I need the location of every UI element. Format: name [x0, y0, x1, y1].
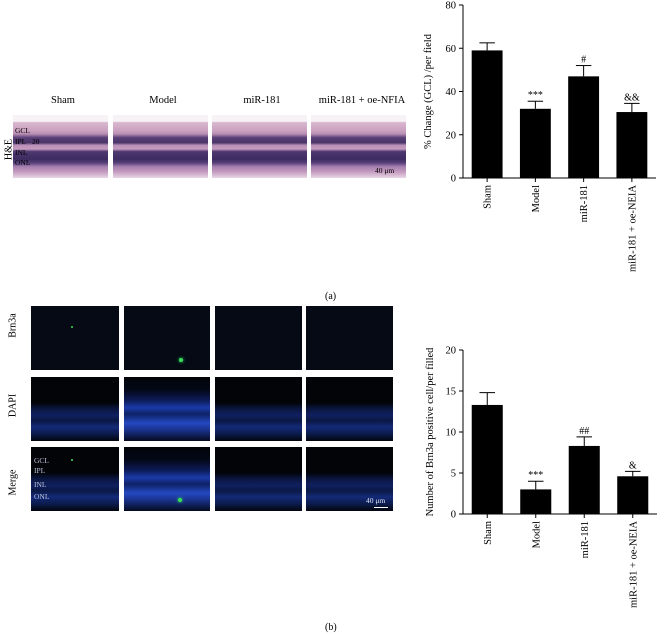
he-image-mir181 — [212, 115, 307, 178]
dapi-image-model — [124, 377, 210, 441]
y-tick-label: 5 — [451, 469, 456, 480]
scale-bar — [374, 507, 388, 508]
bar — [617, 476, 649, 514]
x-tick-label: miR-181 — [579, 185, 590, 222]
bar — [519, 108, 551, 178]
brn3a-image-mir181 — [215, 306, 302, 370]
x-tick-label: miR-181 — [580, 521, 591, 558]
merge-scale-label: 40 μm — [366, 496, 386, 505]
significance-label: && — [624, 92, 640, 103]
bar — [471, 404, 503, 514]
he-layer-ipl: IPL — [15, 137, 27, 146]
y-tick-label: 60 — [446, 44, 457, 55]
merge-image-mir181-oe-nfia — [306, 447, 393, 511]
column-label-mir181: miR-181 — [243, 95, 281, 106]
x-tick-label: Model — [531, 185, 542, 212]
merge-image-mir181 — [215, 447, 302, 511]
he-scale-label: 40 μm — [375, 166, 395, 175]
merge-layer-gcl: GCL — [34, 456, 49, 465]
gfp-spot — [71, 459, 73, 461]
x-tick-label: Model — [531, 521, 542, 548]
he-layer-inl: INL — [15, 148, 28, 157]
dapi-image-sham — [31, 377, 119, 441]
gfp-spot — [71, 326, 73, 328]
chart-b: 0 5 10 15 20 Sham *** Model ## miR-181 & miR-181 + … — [425, 346, 657, 608]
y-tick-label: 40 — [446, 87, 457, 98]
x-tick-label: Sham — [483, 521, 494, 545]
gfp-spot — [178, 498, 182, 502]
row-label-brn3a: Brn3a — [7, 313, 19, 338]
dapi-image-mir181 — [215, 377, 302, 441]
y-axis-label: Number of Brn3a positive cell/per filled — [425, 347, 436, 517]
dapi-image-mir181-oe-nfia — [306, 377, 393, 441]
he-layer-extra: 20 — [32, 137, 40, 146]
merge-image-sham — [31, 447, 119, 511]
significance-label: ## — [579, 426, 589, 437]
y-axis-label: % Change (GCL) /per field — [423, 33, 434, 149]
gfp-spot — [179, 358, 183, 362]
brn3a-image-model — [124, 306, 210, 370]
panel-a-tag: (a) — [325, 291, 337, 302]
merge-layer-onl: ONL — [34, 492, 50, 501]
bar — [568, 445, 600, 514]
x-tick-label: miR-181 + oe-NEIA — [628, 521, 639, 608]
bar — [520, 489, 552, 514]
he-layer-gcl: GCL — [15, 126, 30, 135]
bar — [616, 112, 648, 178]
y-tick-label: 10 — [446, 428, 457, 439]
y-tick-label: 0 — [451, 510, 456, 521]
significance-label: # — [581, 55, 586, 66]
merge-layer-ipl: IPL — [34, 466, 46, 475]
he-image-model — [113, 115, 208, 178]
y-tick-label: 80 — [446, 1, 457, 12]
column-label-model: Model — [149, 95, 177, 106]
column-label-mir181-oe-nfia: miR-181 + oe-NFIA — [318, 95, 406, 106]
x-tick-label: miR-181 + oe-NEIA — [627, 185, 638, 272]
significance-label: *** — [528, 470, 543, 481]
he-image-sham — [13, 115, 108, 178]
he-layer-onl: ONL — [15, 158, 31, 167]
row-label-dapi: DAPI — [7, 393, 19, 418]
significance-label: & — [629, 460, 637, 471]
brn3a-image-sham — [31, 306, 119, 370]
row-label-merge: Merge — [7, 469, 19, 496]
column-label-sham: Sham — [51, 95, 75, 106]
brn3a-image-mir181-oe-nfia — [306, 306, 393, 370]
panel-b-tag: (b) — [325, 622, 337, 633]
merge-image-model — [124, 447, 210, 511]
merge-layer-inl: INL — [34, 480, 47, 489]
y-tick-label: 20 — [446, 346, 457, 357]
y-tick-label: 20 — [446, 130, 457, 141]
bar — [471, 50, 503, 178]
he-image-mir181-oe-nfia — [311, 115, 406, 178]
y-tick-label: 0 — [451, 174, 456, 185]
x-tick-label: Sham — [483, 185, 494, 209]
significance-label: *** — [528, 90, 543, 101]
chart-a: 0 20 40 60 80 Sham *** Model # miR-181 && miR-181 +… — [423, 1, 656, 272]
y-tick-label: 15 — [446, 387, 457, 398]
bar — [568, 76, 600, 178]
